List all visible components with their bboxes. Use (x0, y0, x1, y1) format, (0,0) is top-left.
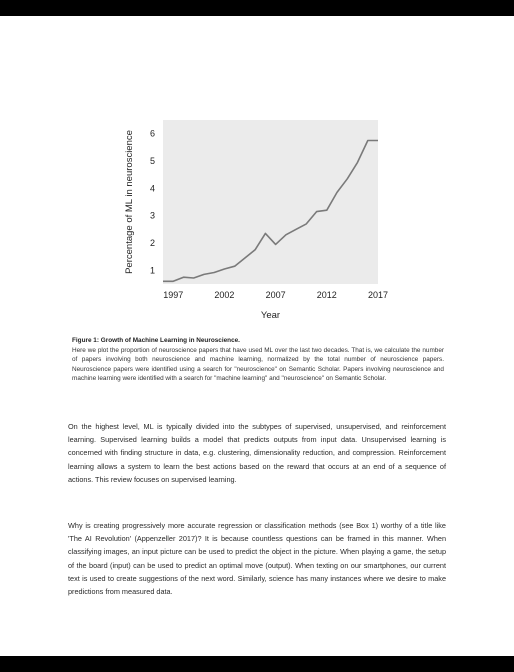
x-tick-label: 2017 (368, 290, 388, 300)
x-tick-label: 2012 (317, 290, 337, 300)
y-axis-label: Percentage of ML in neuroscience (124, 130, 135, 274)
y-tick-label: 5 (150, 156, 155, 166)
figure-caption-body: Here we plot the proportion of neuroscie… (72, 346, 444, 383)
body-paragraph-1: On the highest level, ML is typically di… (68, 422, 446, 484)
figure-caption-title: Figure 1: Growth of Machine Learning in … (72, 337, 240, 344)
x-axis-label: Year (261, 310, 280, 321)
x-tick-label: 1997 (163, 290, 183, 300)
y-tick-label: 3 (150, 211, 155, 221)
x-tick-label: 2007 (266, 290, 286, 300)
figure-caption: Figure 1: Growth of Machine Learning in … (72, 336, 444, 384)
y-tick-label: 4 (150, 183, 155, 193)
body-paragraph-2: Why is creating progressively more accur… (68, 521, 446, 597)
x-axis-ticks: 1997 2002 2007 2012 2017 (163, 290, 388, 300)
ml-growth-line-chart: 1 2 3 4 5 6 1997 2002 2007 2012 2017 Percentage o… (124, 120, 388, 321)
y-tick-label: 6 (150, 129, 155, 139)
document-page: 1 2 3 4 5 6 1997 2002 2007 2012 2017 Percentage o… (0, 16, 514, 656)
y-tick-label: 1 (150, 265, 155, 275)
plot-area (163, 120, 378, 284)
series-line (163, 139, 378, 283)
y-tick-label: 2 (150, 238, 155, 248)
x-tick-label: 2002 (214, 290, 234, 300)
y-axis-ticks: 1 2 3 4 5 6 (150, 129, 155, 276)
